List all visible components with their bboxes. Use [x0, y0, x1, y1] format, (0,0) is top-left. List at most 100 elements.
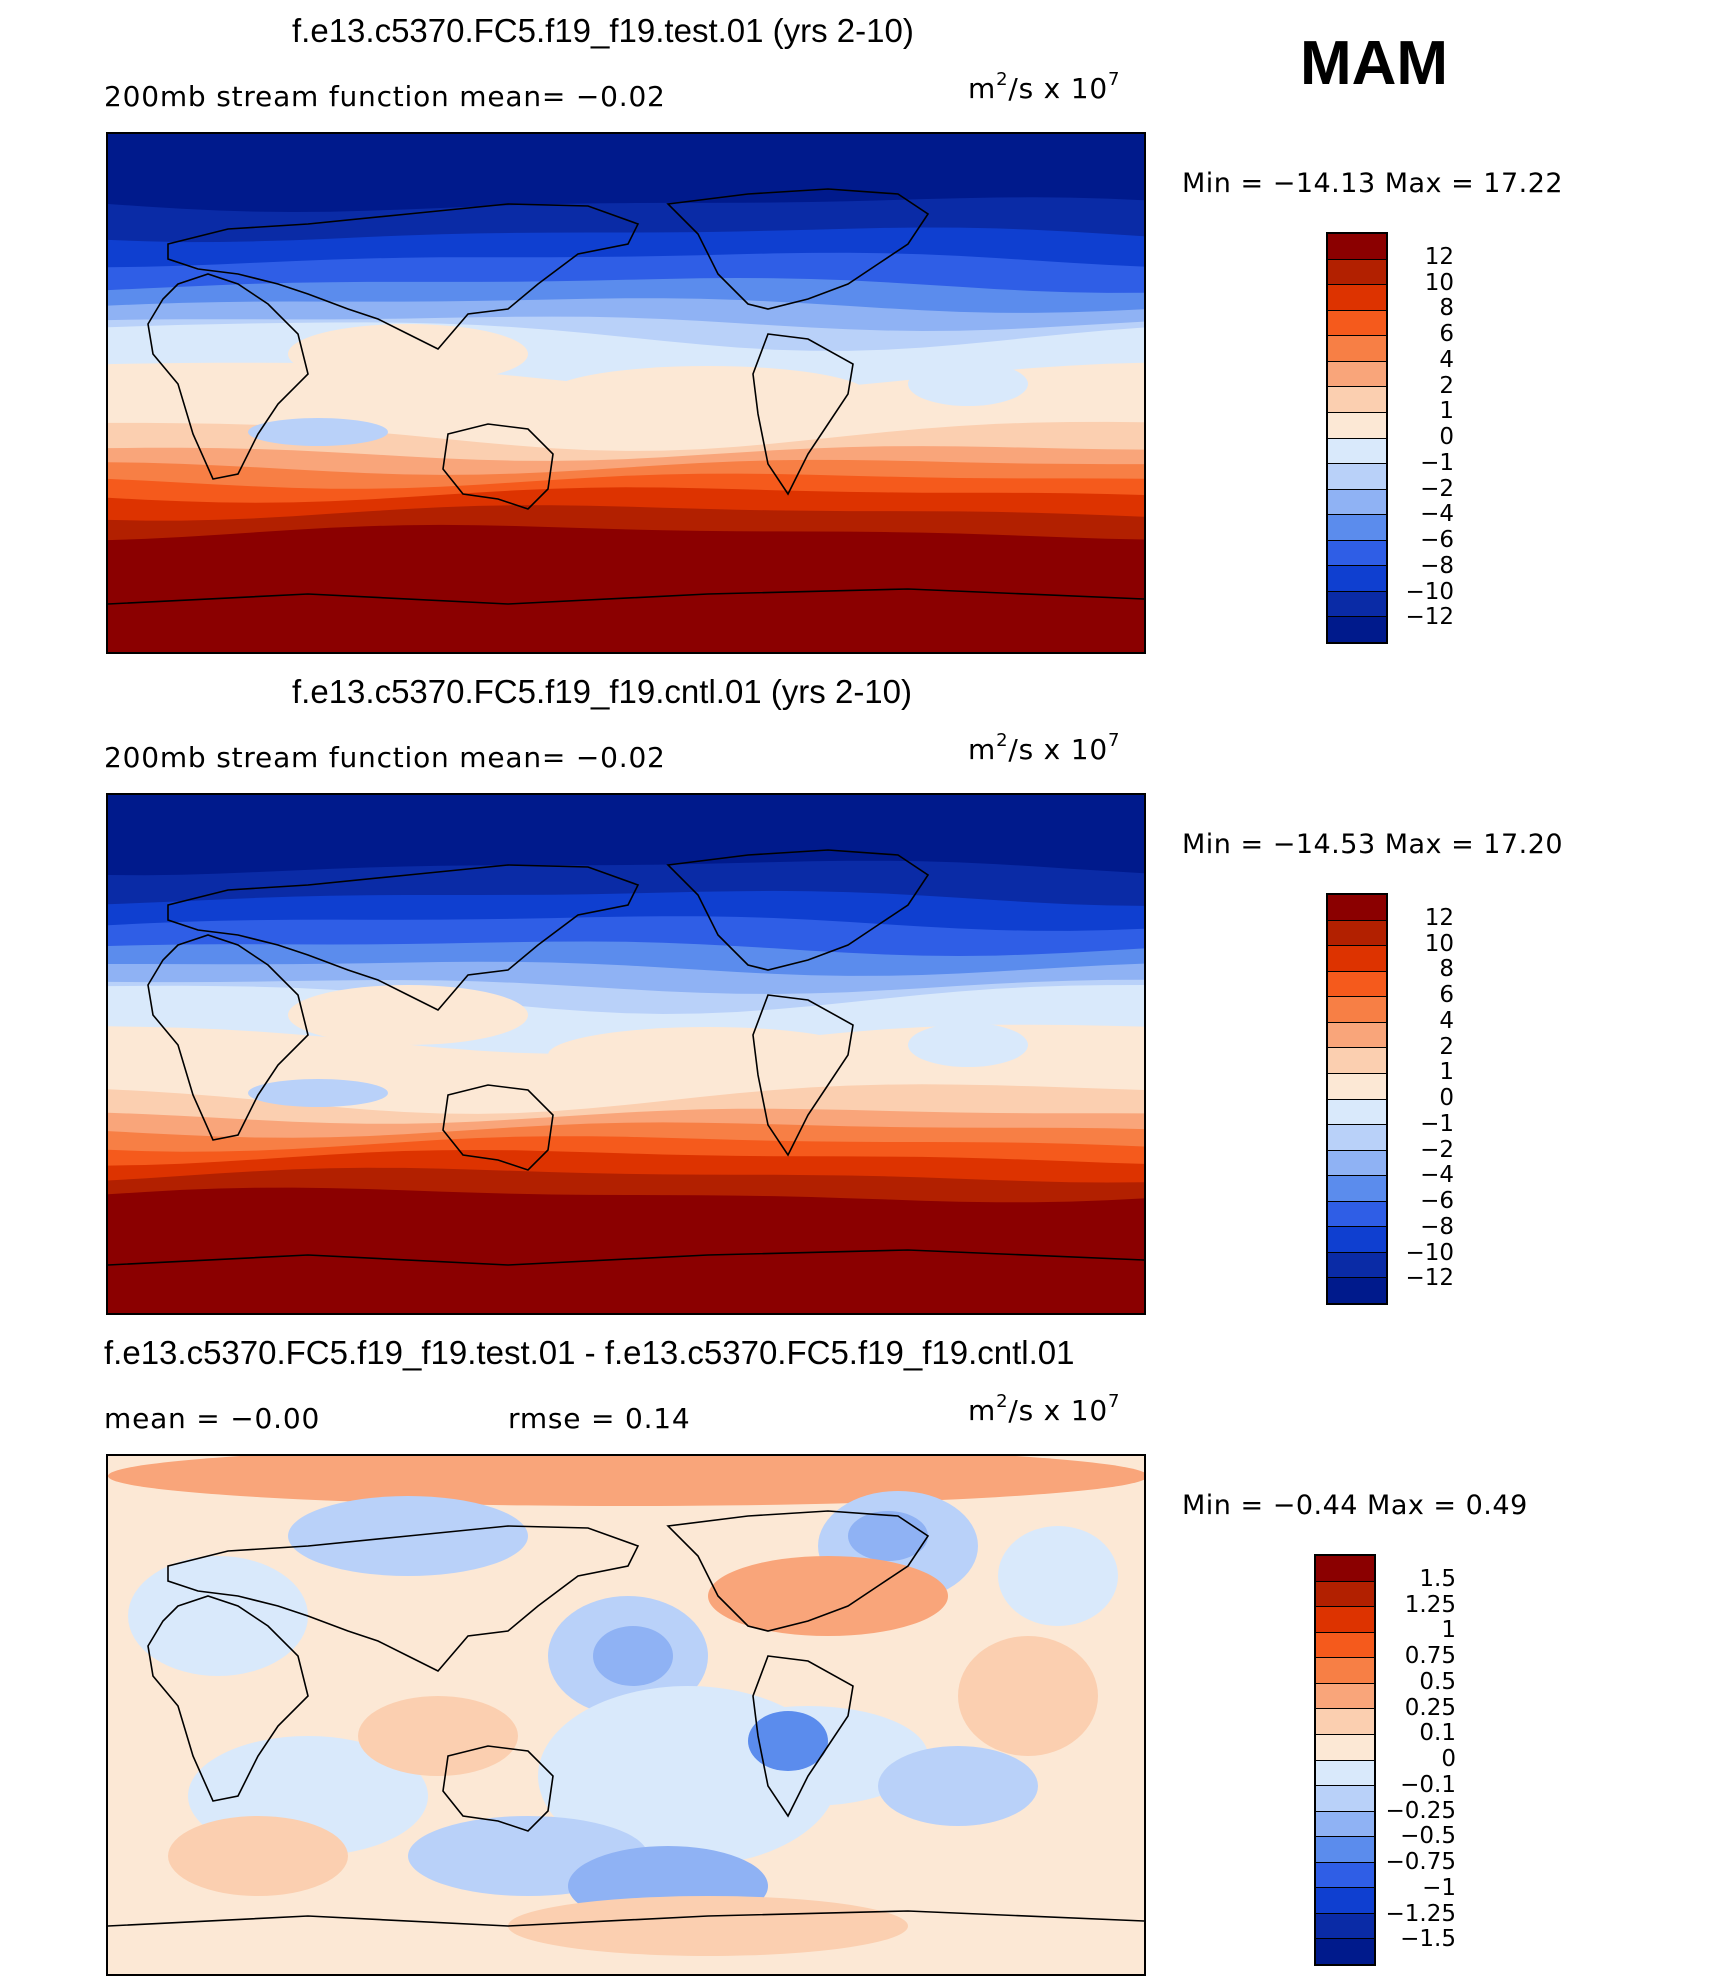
colorbar2-swatch: [1328, 1099, 1386, 1126]
panel3-colorbar-labels: 1.5 1.25 1 0.75 0.5 0.25 0.1 0 −0.1 −0.25 −0.5 −0.7…: [1378, 1554, 1456, 1966]
colorbar3-label: −0.25: [1385, 1797, 1456, 1824]
colorbar3-label: −1.25: [1385, 1900, 1456, 1927]
coastline: [167, 864, 640, 1011]
colorbar1-swatch: [1328, 336, 1386, 362]
colorbar2-swatch: [1328, 1278, 1386, 1303]
colorbar1-swatch: [1328, 259, 1386, 286]
colorbar3-swatch: [1316, 1811, 1374, 1838]
colorbar3-label: −1: [1422, 1874, 1456, 1901]
panel2-colorbar: [1326, 893, 1388, 1305]
colorbar1-swatch: [1328, 387, 1386, 413]
coastline: [752, 1655, 854, 1818]
colorbar3-label: −0.75: [1385, 1849, 1456, 1875]
colorbar2-swatch: [1328, 1201, 1386, 1228]
colorbar1-label: −2: [1420, 475, 1454, 502]
panel1-units: m2/s x 107: [968, 69, 1121, 106]
panel3-field: [108, 1456, 1144, 1974]
colorbar2-label: 10: [1424, 930, 1454, 957]
coastline: [666, 849, 930, 971]
colorbar2-label: 8: [1439, 956, 1454, 983]
colorbar2-swatch: [1328, 1227, 1386, 1253]
colorbar3-swatch: [1316, 1556, 1374, 1582]
coastline: [752, 994, 854, 1157]
colorbar3-label: −0.5: [1400, 1823, 1456, 1850]
panel1-colorbar-labels: 12 10 8 6 4 2 1 0 −1 −2 −4 −6 −8 −10 −12: [1390, 232, 1454, 644]
panel3-coastlines: [108, 1510, 1144, 1927]
colorbar3-swatch: [1316, 1913, 1374, 1940]
colorbar2-label: −6: [1420, 1188, 1454, 1214]
panel1-coastlines: [108, 188, 1144, 605]
coastline: [147, 1595, 309, 1802]
colorbar3-label: 0.25: [1404, 1694, 1456, 1721]
colorbar2-swatch: [1328, 1048, 1386, 1074]
colorbar3-label: 0.5: [1419, 1668, 1456, 1695]
colorbar1-swatch: [1328, 540, 1386, 567]
coastline: [108, 588, 1144, 605]
colorbar2-label: 2: [1439, 1033, 1454, 1060]
panel2-colorbar-labels: 12 10 8 6 4 2 1 0 −1 −2 −4 −6 −8 −10 −12: [1390, 893, 1454, 1305]
colorbar2-swatch: [1328, 1022, 1386, 1049]
colorbar3-swatch: [1316, 1786, 1374, 1812]
colorbar2-label: 12: [1424, 904, 1454, 931]
colorbar2-swatch: [1328, 920, 1386, 947]
colorbar2-label: −1: [1420, 1110, 1454, 1137]
coastline: [442, 423, 554, 510]
colorbar2-label: −4: [1420, 1162, 1454, 1189]
colorbar2-label: −8: [1420, 1213, 1454, 1240]
colorbar2-swatch: [1328, 1150, 1386, 1177]
panel1-minmax: Min = −14.13 Max = 17.22: [1182, 168, 1564, 199]
colorbar3-label: 0.75: [1404, 1643, 1456, 1669]
coastline: [752, 333, 854, 496]
colorbar1-swatch: [1328, 361, 1386, 388]
panel3-minmax: Min = −0.44 Max = 0.49: [1182, 1490, 1528, 1521]
coastline: [167, 1525, 640, 1672]
coastline: [666, 188, 930, 310]
coastline: [147, 273, 309, 480]
colorbar1-swatch: [1328, 234, 1386, 260]
coastline: [167, 203, 640, 350]
colorbar2-label: 6: [1439, 982, 1454, 1008]
colorbar2-swatch: [1328, 1252, 1386, 1279]
panel1-subtitle: 200mb stream function mean= −0.02: [104, 80, 666, 113]
colorbar2-label: −12: [1405, 1265, 1454, 1292]
colorbar3-label: −1.5: [1400, 1926, 1456, 1953]
colorbar1-swatch: [1328, 438, 1386, 465]
colorbar3-label: 1.5: [1419, 1565, 1456, 1592]
colorbar1-swatch: [1328, 617, 1386, 642]
colorbar1-label: 6: [1439, 321, 1454, 347]
panel2-map: [106, 793, 1146, 1315]
colorbar2-label: 0: [1439, 1085, 1454, 1111]
coastline: [442, 1084, 554, 1171]
colorbar3-swatch: [1316, 1862, 1374, 1889]
colorbar1-swatch: [1328, 566, 1386, 592]
panel3-title: f.e13.c5370.FC5.f19_f19.test.01 - f.e13.…: [104, 1334, 1075, 1371]
colorbar2-swatch: [1328, 895, 1386, 921]
panel2-units: m2/s x 107: [968, 730, 1121, 767]
colorbar1-swatch: [1328, 464, 1386, 490]
colorbar1-label: −1: [1420, 449, 1454, 476]
panel3-rmse: rmse = 0.14: [508, 1402, 691, 1435]
colorbar1-label: −6: [1420, 527, 1454, 553]
colorbar1-swatch: [1328, 412, 1386, 439]
colorbar1-swatch: [1328, 515, 1386, 541]
colorbar3-swatch: [1316, 1760, 1374, 1787]
colorbar3-swatch: [1316, 1939, 1374, 1964]
colorbar1-swatch: [1328, 310, 1386, 337]
colorbar3-swatch: [1316, 1658, 1374, 1684]
panel1-map: [106, 132, 1146, 654]
colorbar3-swatch: [1316, 1734, 1374, 1761]
colorbar1-label: 4: [1439, 346, 1454, 373]
colorbar1-label: 10: [1424, 269, 1454, 296]
colorbar1-label: 8: [1439, 295, 1454, 322]
colorbar1-label: −8: [1420, 552, 1454, 579]
colorbar1-label: 0: [1439, 424, 1454, 450]
colorbar3-swatch: [1316, 1683, 1374, 1710]
panel3-colorbar: [1314, 1554, 1376, 1966]
coastline: [108, 1910, 1144, 1927]
panel2-coastlines: [108, 849, 1144, 1266]
colorbar1-label: −12: [1405, 604, 1454, 631]
coastline: [666, 1510, 930, 1632]
colorbar1-label: −10: [1405, 578, 1454, 605]
colorbar3-swatch: [1316, 1709, 1374, 1735]
colorbar2-label: −10: [1405, 1239, 1454, 1266]
